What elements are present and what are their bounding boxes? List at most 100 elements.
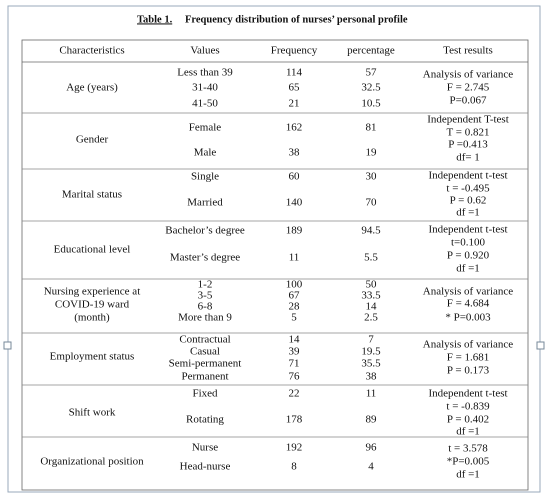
characteristic: Age (years) — [66, 82, 118, 94]
test-result: T = 0.821 — [447, 127, 490, 139]
test-result: Independent t-test — [428, 224, 507, 236]
value: 3-5 — [198, 290, 213, 302]
table-title: Frequency distribution of nurses’ person… — [185, 14, 408, 25]
frequency: 71 — [289, 358, 300, 370]
test-result: F = 2.745 — [447, 82, 490, 94]
table-border — [21, 39, 529, 491]
percentage: 10.5 — [361, 98, 381, 110]
value: Male — [194, 147, 217, 159]
handle — [3, 341, 12, 350]
header-cell: Characteristics — [59, 45, 124, 57]
frequency: 100 — [286, 279, 303, 291]
header-cell: Test results — [443, 45, 493, 57]
percentage: 89 — [366, 414, 378, 426]
test-result: P = 0.62 — [450, 195, 487, 207]
test-result: df =1 — [456, 426, 480, 438]
table-label: Table 1. — [137, 14, 173, 25]
percentage: 57 — [366, 67, 378, 79]
value: 41-50 — [192, 98, 218, 110]
test-result: Independent t-test — [428, 170, 507, 182]
frequency: 178 — [286, 414, 303, 426]
percentage: 4 — [368, 461, 374, 473]
test-result: *P=0.005 — [447, 456, 490, 468]
frequency: 22 — [289, 388, 300, 400]
test-result: t = 3.578 — [448, 443, 488, 455]
test-result: P = 0.920 — [447, 250, 490, 262]
header-cell: percentage — [347, 45, 395, 57]
value: Nurse — [192, 442, 218, 454]
test-result: Independent T-test — [427, 114, 509, 126]
frequency: 189 — [286, 225, 303, 237]
value: Bachelor’s degree — [165, 225, 245, 237]
frequency: 5 — [291, 312, 297, 324]
header-cell: Values — [190, 45, 219, 57]
frequency: 14 — [289, 334, 301, 346]
characteristic: Educational level — [54, 244, 131, 256]
frequency: 114 — [286, 67, 303, 79]
value: Fixed — [192, 388, 218, 400]
characteristic: Gender — [76, 134, 109, 146]
test-result: df= 1 — [456, 152, 480, 164]
percentage: 5.5 — [364, 252, 378, 264]
test-result: t=0.100 — [451, 237, 486, 249]
percentage: 11 — [366, 388, 377, 400]
characteristic: Shift work — [69, 407, 116, 419]
frequency: 28 — [289, 301, 301, 313]
frequency: 38 — [289, 147, 301, 159]
frequency: 192 — [286, 442, 303, 454]
value: Female — [189, 122, 221, 134]
test-result: F = 1.681 — [447, 352, 490, 364]
handle — [536, 341, 545, 350]
percentage: 30 — [366, 171, 378, 183]
percentage: 33.5 — [361, 290, 381, 302]
percentage: 2.5 — [364, 312, 378, 324]
test-result: P = 0.402 — [447, 414, 489, 426]
percentage: 19 — [366, 147, 378, 159]
frequency: 8 — [291, 461, 297, 473]
characteristic: Marital status — [62, 189, 122, 201]
value: Single — [191, 171, 219, 183]
frequency: 11 — [289, 252, 300, 264]
test-result: Analysis of variance — [423, 339, 514, 351]
frequency: 21 — [289, 98, 300, 110]
characteristic: Organizational position — [40, 456, 144, 468]
header-cell: Frequency — [271, 45, 318, 57]
percentage: 19.5 — [361, 346, 381, 358]
test-result: Analysis of variance — [423, 69, 514, 81]
selection-frame — [7, 5, 541, 493]
test-result: P =0.413 — [448, 139, 488, 151]
value: Master’s degree — [170, 252, 240, 264]
percentage: 50 — [366, 279, 378, 291]
test-result: P = 0.173 — [447, 365, 490, 377]
percentage: 7 — [368, 334, 374, 346]
frequency: 162 — [286, 122, 303, 134]
test-result: df =1 — [456, 263, 480, 275]
value: More than 9 — [178, 312, 232, 324]
value: Less than 39 — [177, 67, 233, 79]
test-result: t = -0.495 — [446, 183, 490, 195]
characteristic: (month) — [74, 312, 110, 324]
frequency: 140 — [286, 197, 303, 209]
frequency: 76 — [289, 371, 301, 383]
percentage: 70 — [366, 197, 378, 209]
test-result: t = -0.839 — [446, 401, 490, 413]
frequency: 67 — [289, 290, 301, 302]
value: Permanent — [181, 371, 228, 383]
value: 31-40 — [192, 82, 218, 94]
percentage: 96 — [366, 442, 378, 454]
frequency: 60 — [289, 171, 301, 183]
percentage: 81 — [366, 122, 377, 134]
value: Married — [187, 197, 223, 209]
percentage: 38 — [366, 371, 378, 383]
value: 1-2 — [198, 279, 213, 291]
frequency: 65 — [289, 82, 301, 94]
frequency: 39 — [289, 346, 301, 358]
value: Contractual — [179, 334, 230, 346]
characteristic: COVID-19 ward — [55, 299, 130, 311]
test-result: * P=0.003 — [445, 312, 491, 324]
test-result: Analysis of variance — [423, 286, 514, 298]
value: Semi-permanent — [169, 358, 242, 370]
percentage: 32.5 — [361, 82, 381, 94]
value: 6-8 — [198, 301, 213, 313]
